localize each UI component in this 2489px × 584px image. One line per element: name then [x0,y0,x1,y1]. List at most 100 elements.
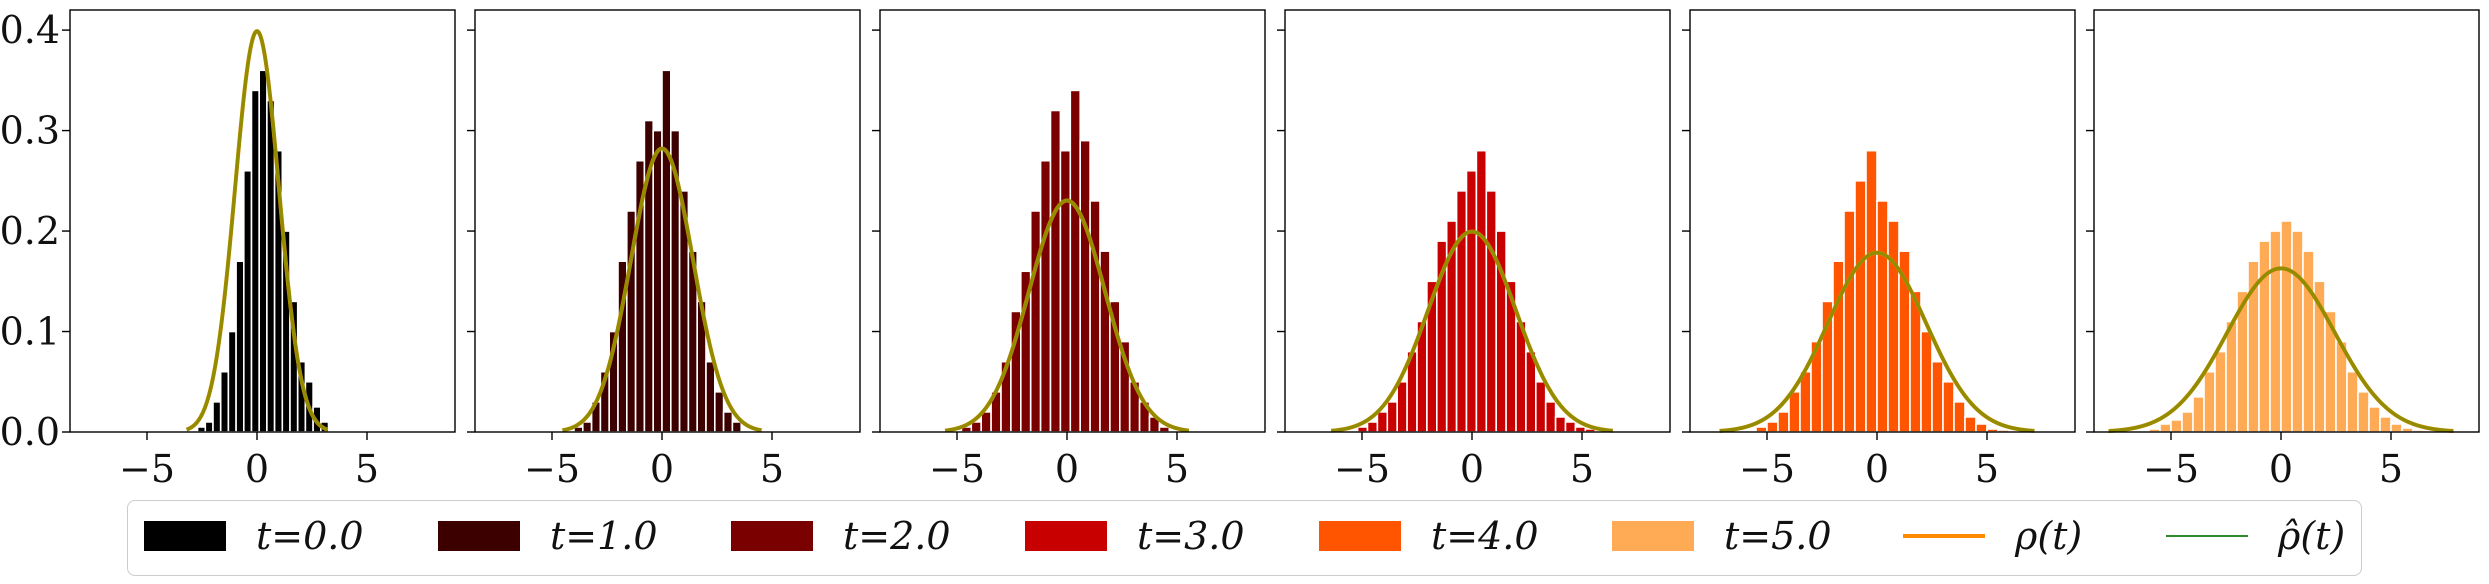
x-tick-label: 0 [650,447,674,491]
histogram-bar [1386,401,1399,433]
histogram-bar [1854,180,1867,433]
x-tick-label: −5 [2143,447,2199,491]
panel-4: −5 0 5 [1277,9,1671,491]
histogram-bar [1788,391,1801,433]
axes-frame [2093,9,2480,433]
histogram-bar [1029,210,1042,433]
histogram-bar [1544,401,1557,433]
y-tick-label: 0.4 [0,8,60,52]
histogram-bar [1799,370,1812,433]
legend-label: t=3.0 [1137,514,1245,558]
legend-label: t=0.0 [256,514,364,558]
histogram-bar [581,421,593,433]
x-tick-label: 5 [1570,447,1594,491]
rho-hat-curve [562,146,762,433]
x-tick-label: 5 [355,447,379,491]
panel-1: −5 0 5 0.0 0.1 0.2 0.3 0.4 [0,8,456,491]
legend-label: t=1.0 [550,514,658,558]
panel-5: −5 0 5 [1682,9,2076,491]
histogram-bar [1564,421,1577,433]
histogram-bar [722,411,734,433]
histogram-bar [2258,240,2271,433]
legend-label: ρ̂(t) [2278,514,2346,558]
histogram-bar [1465,169,1478,433]
histogram-bar [1475,149,1488,433]
histogram-bar [1887,220,1900,433]
panel-6: −5 0 5 [2086,9,2480,491]
rho-hat-curve [1331,229,1613,433]
rho-hat-curve [1719,250,2035,433]
histogram-bar [1843,210,1856,433]
histogram-bar [2379,416,2392,433]
histogram-bar [1766,421,1779,433]
histogram-bar [243,169,253,433]
histogram-bar [1049,109,1062,433]
histogram-bar [1535,380,1547,433]
histogram-bar [2170,419,2183,433]
legend-label: t=2.0 [843,514,951,558]
x-tick-label: −5 [119,447,175,491]
histogram-bar [266,99,276,433]
x-tick-label: −5 [524,447,580,491]
x-tick-label: 5 [1975,447,1999,491]
histogram-bar [2357,391,2370,433]
histogram-bar [1059,149,1072,433]
histogram-bar [1554,416,1567,433]
axes-frame [1689,9,2076,433]
histogram-bar [1777,411,1790,433]
y-tick-label: 0.0 [0,410,60,454]
histogram-bar [1876,200,1889,433]
x-tick-label: 5 [760,447,784,491]
histogram-bar [227,330,237,433]
histogram-bar [1039,159,1052,433]
histogram-bar [204,421,214,433]
histogram-bar [2291,230,2304,433]
histogram-bar [1525,350,1537,433]
histogram-bar [1079,139,1091,433]
x-tick-label: 5 [2379,447,2403,491]
legend-swatch [1319,521,1401,551]
histogram-bar [2203,370,2216,433]
histogram-bar [1975,423,1988,433]
histogram-bar [1455,190,1468,433]
histogram-bar [2269,230,2282,433]
legend-swatch [1903,534,1985,538]
histogram-bar [1865,149,1878,433]
histogram-bar [1942,380,1955,433]
legend-swatch [1025,521,1107,551]
histogram-bar [1376,411,1389,433]
histogram-bar [2280,220,2293,433]
histogram-bar [1485,190,1498,433]
histogram-bar [2302,250,2315,433]
x-tick-label: −5 [1739,447,1795,491]
axes-frame [879,9,1266,433]
axes-frame [1284,9,1671,433]
histogram-bar [1953,401,1966,433]
histogram-bar [731,421,743,433]
axes-frame [474,9,861,433]
histogram-bar [1574,426,1587,433]
histogram-bar [1366,421,1379,433]
histogram-bar [2368,406,2381,433]
histogram-bar [1920,330,1933,433]
histogram-bar [2159,423,2172,433]
histogram-bar [1964,416,1977,433]
histogram-bar [212,401,222,433]
x-tick-label: −5 [1334,447,1390,491]
x-tick-label: 0 [2269,447,2293,491]
histogram-bar [1069,89,1082,433]
legend: t=0.0 t=1.0 t=2.0 t=3.0 t=4.0 t=5.0 ρ(t) ρ̂(t) [127,500,2362,576]
x-tick-label: 0 [245,447,269,491]
histogram-bar [1755,426,1768,433]
x-tick-label: 0 [1055,447,1079,491]
histogram-bar [1089,200,1101,433]
legend-label: t=5.0 [1724,514,1832,558]
histogram-bar [1396,380,1408,433]
panel-3: −5 0 5 [872,9,1266,491]
rho-hat-curve [2108,266,2454,433]
histogram-bar [250,89,260,433]
histogram-bar [652,129,663,433]
x-tick-label: 5 [1165,447,1189,491]
histogram-bar [2225,320,2238,433]
x-tick-label: −5 [929,447,985,491]
